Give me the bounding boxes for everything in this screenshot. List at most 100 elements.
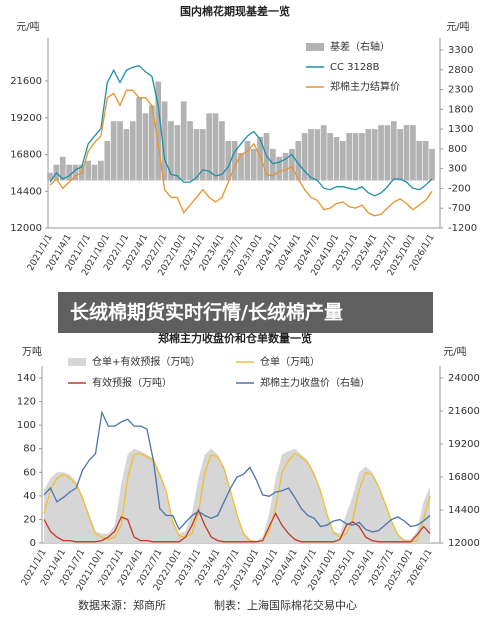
bar [365, 129, 372, 181]
bar [346, 133, 353, 181]
line [43, 452, 431, 543]
y2-tick-label: 14400 [448, 505, 480, 516]
bar [416, 140, 423, 181]
y2-tick-label: 19200 [448, 439, 480, 450]
bar [47, 172, 53, 181]
y2-tick-label: -200 [448, 183, 471, 194]
bar [269, 148, 276, 181]
y-tick-label: 21600 [10, 76, 42, 87]
bar [85, 160, 92, 181]
bar [117, 121, 123, 181]
y-tick-label: 100 [17, 420, 36, 431]
bar [212, 113, 219, 181]
bar [333, 137, 340, 181]
bar [250, 148, 257, 181]
bar [91, 164, 98, 181]
bar [403, 125, 410, 181]
bar [397, 129, 404, 181]
bar [371, 129, 378, 181]
bar [352, 133, 359, 181]
area [44, 448, 430, 543]
legend-label: 仓单（万吨） [260, 355, 320, 368]
bar [276, 156, 283, 181]
banner-title: 长绒棉期货实时行情/长绒棉产量 [70, 301, 343, 324]
bar [282, 152, 289, 181]
y-tick-label: 80 [23, 444, 36, 455]
y2-tick-label: 2800 [448, 65, 473, 76]
legend-swatch [68, 358, 86, 366]
y-tick-label: 140 [17, 373, 36, 384]
bar [378, 125, 384, 181]
bar [193, 129, 200, 181]
bar [314, 129, 321, 181]
bar [390, 121, 397, 181]
y2-tick-label: -700 [448, 203, 471, 214]
bar [174, 125, 181, 181]
legend-swatch [306, 43, 324, 51]
y-tick-label: 16800 [10, 150, 42, 161]
y2-unit: 元/吨 [446, 20, 469, 33]
bar [231, 140, 238, 181]
y-unit: 元/吨 [16, 20, 39, 33]
bar [129, 121, 136, 181]
line [49, 89, 433, 217]
bar [110, 121, 117, 181]
source: 数据来源：郑商所 [78, 598, 166, 612]
credit: 制表：上海国际棉花交易中心 [214, 598, 357, 612]
legend-label: CC 3128B [330, 62, 380, 73]
bar [136, 97, 142, 181]
bar [104, 140, 111, 181]
bar [180, 101, 187, 181]
bar [238, 152, 244, 181]
banner-box [58, 292, 433, 333]
bar [340, 140, 346, 181]
bar [155, 81, 162, 181]
y-tick-label: 19200 [10, 113, 42, 124]
bar [219, 121, 225, 181]
y2-tick-label: 1800 [448, 104, 473, 115]
bar [429, 148, 435, 181]
legend-label: 郑棉主力收盘价（右轴） [260, 376, 370, 389]
y2-tick-label: 12000 [448, 538, 480, 549]
bar [422, 140, 429, 181]
bar [206, 113, 213, 181]
line [43, 508, 431, 543]
bar [257, 137, 263, 181]
bar [384, 125, 391, 181]
y-tick-label: 40 [23, 491, 36, 502]
bar [199, 129, 206, 181]
y2-tick-label: 2300 [448, 85, 473, 96]
line [49, 64, 433, 197]
y2-tick-label: 1300 [448, 124, 473, 135]
y2-unit: 元/吨 [443, 345, 466, 358]
bar [66, 164, 72, 181]
bar [72, 164, 79, 181]
bar [301, 133, 308, 181]
bar [225, 140, 232, 181]
bar [168, 121, 174, 181]
legend-label: 有效预报（万吨） [92, 376, 172, 389]
bar [320, 125, 327, 181]
legend-label: 仓单+有效预报（万吨） [92, 355, 200, 368]
legend-label: 基差（右轴） [330, 40, 390, 53]
y-tick-label: 12000 [10, 223, 42, 234]
y-unit: 万吨 [22, 345, 42, 358]
bar [410, 125, 416, 181]
bar [289, 148, 295, 181]
chart-title: 国内棉花期现基差一览 [180, 4, 290, 18]
bar [161, 101, 168, 181]
y-tick-label: 14400 [10, 186, 42, 197]
y-tick-label: 20 [23, 514, 36, 525]
bar [244, 140, 251, 181]
y2-tick-label: 300 [448, 164, 467, 175]
y2-tick-label: -1200 [448, 223, 477, 234]
bar [123, 129, 130, 181]
y2-tick-label: 21600 [448, 406, 480, 417]
y-tick-label: 0 [30, 538, 36, 549]
line [43, 410, 431, 533]
bar [59, 156, 66, 181]
y-tick-label: 120 [17, 397, 36, 408]
y2-tick-label: 16800 [448, 472, 480, 483]
legend-label: 郑棉主力结算价 [330, 80, 400, 93]
